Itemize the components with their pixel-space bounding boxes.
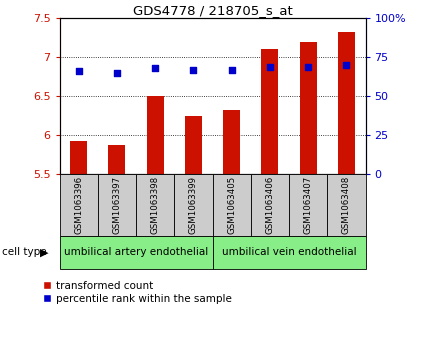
Bar: [185, 116, 202, 174]
Text: GSM1063405: GSM1063405: [227, 176, 236, 234]
Legend: transformed count, percentile rank within the sample: transformed count, percentile rank withi…: [43, 281, 232, 304]
Point: [305, 64, 312, 69]
Point: [343, 62, 350, 68]
Text: umbilical vein endothelial: umbilical vein endothelial: [222, 247, 356, 257]
Bar: [136, 174, 174, 236]
Bar: [98, 174, 136, 236]
Bar: [223, 110, 240, 174]
Text: GSM1063398: GSM1063398: [150, 176, 160, 234]
Bar: [300, 42, 317, 174]
Text: GSM1063399: GSM1063399: [189, 176, 198, 234]
Text: umbilical artery endothelial: umbilical artery endothelial: [64, 247, 208, 257]
Bar: [338, 32, 355, 174]
Point: [190, 67, 197, 73]
Text: GSM1063408: GSM1063408: [342, 176, 351, 234]
Bar: [174, 174, 212, 236]
Title: GDS4778 / 218705_s_at: GDS4778 / 218705_s_at: [133, 4, 292, 17]
Text: GSM1063406: GSM1063406: [265, 176, 275, 234]
Point: [152, 65, 159, 71]
Bar: [147, 96, 164, 174]
Point: [113, 70, 120, 76]
Bar: [212, 236, 366, 269]
Bar: [60, 174, 98, 236]
Text: GSM1063396: GSM1063396: [74, 176, 83, 234]
Point: [228, 67, 235, 73]
Bar: [60, 236, 212, 269]
Point: [75, 68, 82, 74]
Bar: [212, 174, 251, 236]
Bar: [261, 49, 278, 174]
Text: GSM1063397: GSM1063397: [112, 176, 122, 234]
Text: ▶: ▶: [40, 247, 49, 257]
Point: [266, 64, 273, 69]
Bar: [70, 142, 87, 174]
Bar: [251, 174, 289, 236]
Bar: [108, 145, 125, 174]
Text: GSM1063407: GSM1063407: [303, 176, 313, 234]
Text: cell type: cell type: [2, 247, 47, 257]
Bar: [289, 174, 327, 236]
Bar: [327, 174, 366, 236]
